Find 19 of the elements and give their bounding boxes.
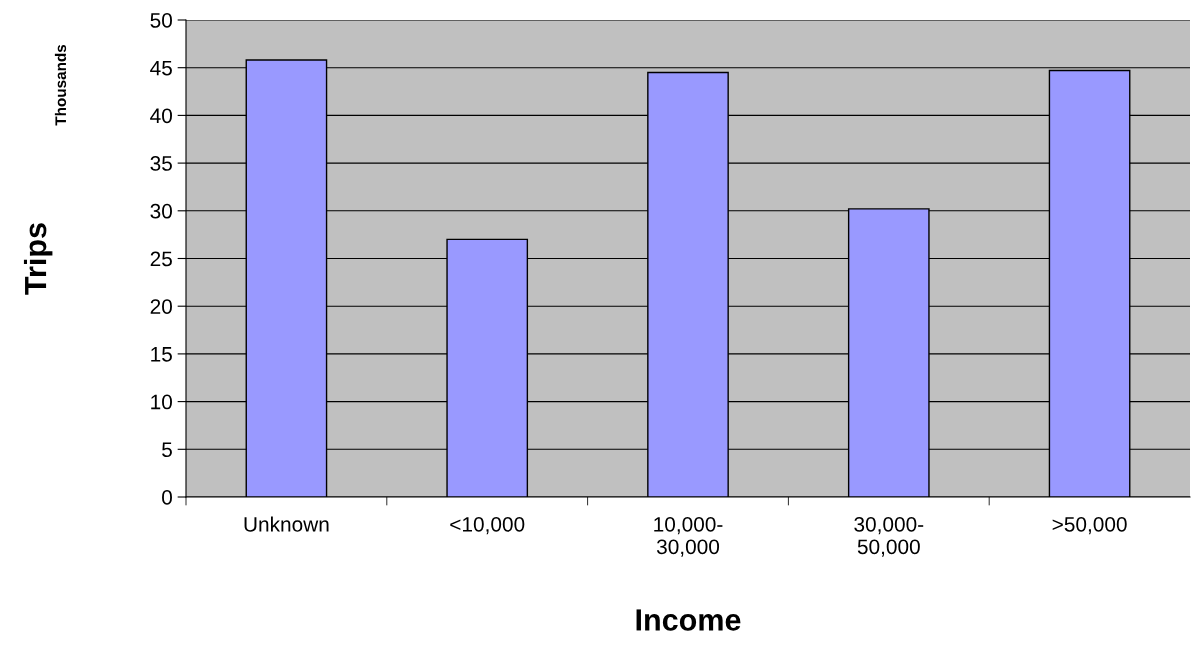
y-tick-label: 35 bbox=[150, 156, 172, 171]
x-axis-title: Income bbox=[636, 609, 741, 631]
x-tick-label: <10,000 bbox=[450, 516, 525, 535]
x-tick-label: 10,000- 30,000 bbox=[654, 516, 723, 557]
y-axis-title: Trips bbox=[23, 223, 53, 295]
x-tick-label: >50,000 bbox=[1052, 516, 1127, 535]
y-tick-label: 25 bbox=[150, 251, 172, 267]
y-tick-label: 10 bbox=[151, 394, 172, 410]
y-tick-label: 20 bbox=[150, 299, 172, 314]
y-tick-label: 30 bbox=[150, 203, 172, 219]
y-tick-label: 45 bbox=[150, 60, 172, 76]
y-tick-label: 0 bbox=[162, 490, 172, 505]
x-tick-label: Unknown bbox=[244, 516, 329, 532]
y-tick-label: 15 bbox=[151, 347, 172, 362]
text: Thousands bbox=[54, 44, 67, 126]
y-tick-label: 50 bbox=[150, 13, 172, 28]
y-tick-label: 40 bbox=[150, 108, 172, 124]
y-tick-label: 5 bbox=[162, 442, 172, 458]
x-tick-label: 30,000- 50,000 bbox=[854, 516, 924, 557]
